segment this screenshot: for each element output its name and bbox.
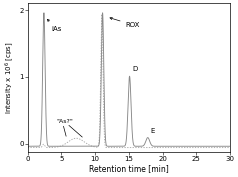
Text: "As?": "As?"	[56, 119, 73, 124]
Text: ROX: ROX	[110, 18, 140, 28]
X-axis label: Retention time [min]: Retention time [min]	[89, 165, 169, 173]
Text: iAs: iAs	[47, 19, 62, 32]
Text: D: D	[132, 65, 138, 72]
Y-axis label: Intensity x 10$^6$ [cps]: Intensity x 10$^6$ [cps]	[4, 41, 16, 114]
Text: E: E	[150, 128, 155, 134]
